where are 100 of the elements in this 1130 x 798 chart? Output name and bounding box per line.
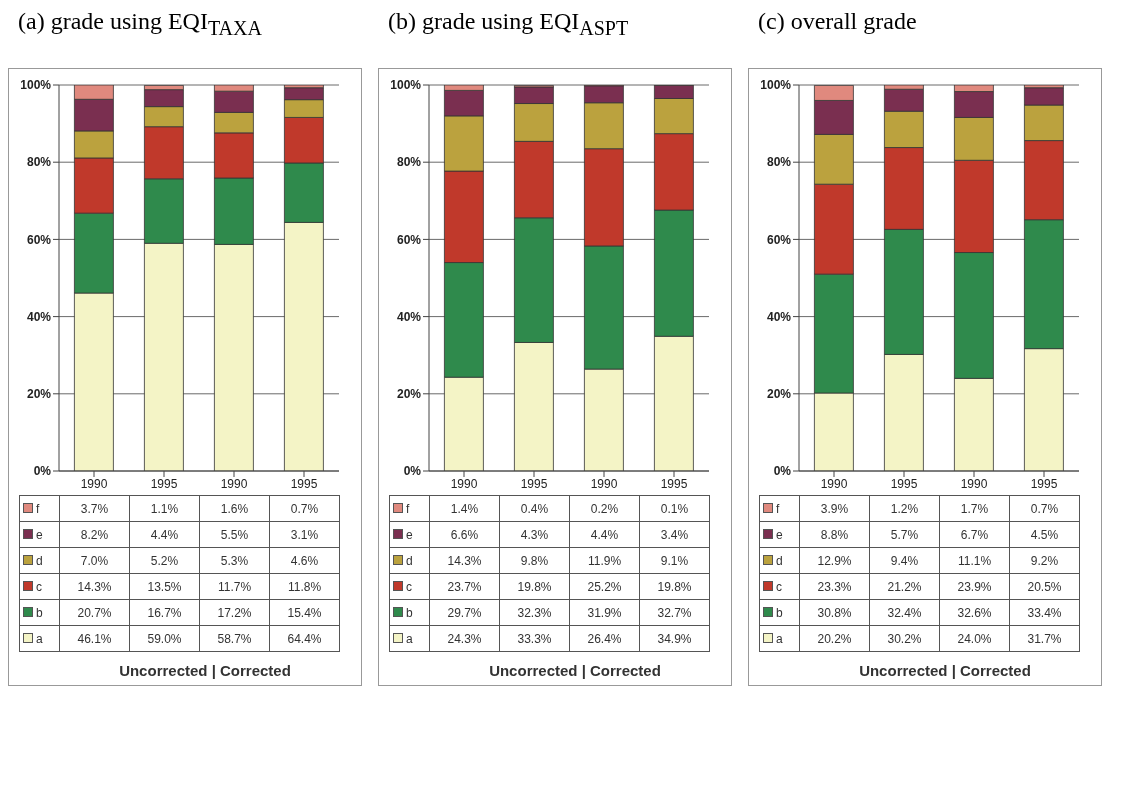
- legend-label: a: [759, 625, 800, 652]
- y-tick-label: 60%: [396, 232, 422, 247]
- x-tick-label: 1990: [220, 476, 248, 491]
- y-tick-label: 60%: [26, 232, 52, 247]
- data-label: 11.9%: [569, 547, 640, 574]
- x-tick-label: 1990: [590, 476, 618, 491]
- data-label: 26.4%: [569, 625, 640, 652]
- legend-label: e: [759, 521, 800, 548]
- data-label: 32.6%: [939, 599, 1010, 626]
- data-label: 5.2%: [129, 547, 200, 574]
- data-label: 30.8%: [799, 599, 870, 626]
- legend-label: b: [759, 599, 800, 626]
- x-tick-label: 1995: [290, 476, 318, 491]
- data-label: 19.8%: [639, 573, 710, 600]
- data-label: 8.2%: [59, 521, 130, 548]
- data-label: 32.4%: [869, 599, 940, 626]
- data-label: 1.7%: [939, 495, 1010, 522]
- data-label: 11.8%: [269, 573, 340, 600]
- data-label: 8.8%: [799, 521, 870, 548]
- data-label: 23.3%: [799, 573, 870, 600]
- y-tick-label: 40%: [26, 309, 52, 324]
- y-tick-label: 80%: [396, 155, 422, 170]
- x-tick-label: 1995: [890, 476, 918, 491]
- data-label: 59.0%: [129, 625, 200, 652]
- data-label: 20.7%: [59, 599, 130, 626]
- data-label: 9.1%: [639, 547, 710, 574]
- data-label: 3.4%: [639, 521, 710, 548]
- data-label: 30.2%: [869, 625, 940, 652]
- data-label: 4.4%: [569, 521, 640, 548]
- data-label: 29.7%: [429, 599, 500, 626]
- data-label: 0.7%: [1009, 495, 1080, 522]
- data-label: 31.9%: [569, 599, 640, 626]
- x-tick-label: 1990: [820, 476, 848, 491]
- y-tick-label: 40%: [766, 309, 792, 324]
- data-label: 24.3%: [429, 625, 500, 652]
- y-tick-label: 0%: [403, 464, 422, 479]
- data-label: 25.2%: [569, 573, 640, 600]
- data-label: 9.8%: [499, 547, 570, 574]
- data-label: 11.1%: [939, 547, 1010, 574]
- x-tick-label: 1995: [1030, 476, 1058, 491]
- data-label: 3.1%: [269, 521, 340, 548]
- data-label: 33.3%: [499, 625, 570, 652]
- y-tick-label: 100%: [390, 78, 422, 93]
- data-label: 0.4%: [499, 495, 570, 522]
- data-label: 3.7%: [59, 495, 130, 522]
- y-tick-label: 100%: [760, 78, 792, 93]
- x-tick-label: 1995: [520, 476, 548, 491]
- data-label: 46.1%: [59, 625, 130, 652]
- y-tick-label: 40%: [396, 309, 422, 324]
- legend-label: f: [19, 495, 60, 522]
- data-label: 32.3%: [499, 599, 570, 626]
- chart-title: (c) overall grade: [757, 8, 918, 36]
- data-label: 13.5%: [129, 573, 200, 600]
- chart-title: (a) grade using EQI$_{TAXA}$: [17, 8, 263, 41]
- data-label: 20.2%: [799, 625, 870, 652]
- data-label: 17.2%: [199, 599, 270, 626]
- y-tick-label: 80%: [766, 155, 792, 170]
- data-label: 5.5%: [199, 521, 270, 548]
- data-label: 15.4%: [269, 599, 340, 626]
- data-label: 12.9%: [799, 547, 870, 574]
- x-axis-title: Uncorrected | Corrected: [858, 662, 1032, 679]
- data-label: 1.6%: [199, 495, 270, 522]
- data-label: 58.7%: [199, 625, 270, 652]
- x-axis-title: Uncorrected | Corrected: [488, 662, 662, 679]
- y-tick-label: 20%: [26, 387, 52, 402]
- data-label: 5.3%: [199, 547, 270, 574]
- y-tick-label: 60%: [766, 232, 792, 247]
- data-label: 24.0%: [939, 625, 1010, 652]
- x-tick-label: 1990: [80, 476, 108, 491]
- data-label: 1.2%: [869, 495, 940, 522]
- data-label: 4.6%: [269, 547, 340, 574]
- data-label: 9.4%: [869, 547, 940, 574]
- data-label: 20.5%: [1009, 573, 1080, 600]
- y-tick-label: 0%: [773, 464, 792, 479]
- data-label: 0.2%: [569, 495, 640, 522]
- data-label: 23.9%: [939, 573, 1010, 600]
- legend-label: c: [19, 573, 60, 600]
- legend-label: c: [389, 573, 430, 600]
- legend-label: d: [389, 547, 430, 574]
- data-label: 16.7%: [129, 599, 200, 626]
- y-tick-label: 20%: [396, 387, 422, 402]
- data-label: 19.8%: [499, 573, 570, 600]
- data-label: 4.3%: [499, 521, 570, 548]
- legend-label: f: [389, 495, 430, 522]
- data-label: 11.7%: [199, 573, 270, 600]
- legend-label: e: [19, 521, 60, 548]
- legend-label: d: [19, 547, 60, 574]
- data-label: 0.1%: [639, 495, 710, 522]
- data-label: 33.4%: [1009, 599, 1080, 626]
- data-label: 32.7%: [639, 599, 710, 626]
- y-tick-label: 80%: [26, 155, 52, 170]
- data-label: 6.7%: [939, 521, 1010, 548]
- data-label: 9.2%: [1009, 547, 1080, 574]
- data-label: 14.3%: [429, 547, 500, 574]
- data-label: 4.5%: [1009, 521, 1080, 548]
- data-label: 0.7%: [269, 495, 340, 522]
- x-axis-title: Uncorrected | Corrected: [118, 662, 292, 679]
- data-label: 21.2%: [869, 573, 940, 600]
- legend-label: f: [759, 495, 800, 522]
- data-label: 1.4%: [429, 495, 500, 522]
